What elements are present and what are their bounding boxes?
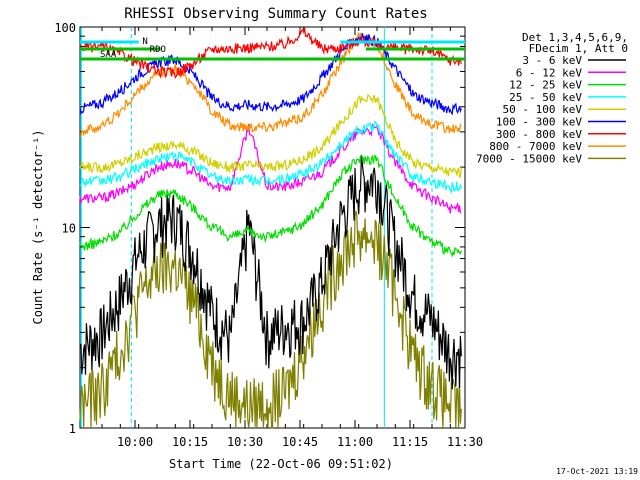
legend-entry-label: 300 - 800 keV [496, 128, 582, 141]
x-tick-label: 10:15 [172, 435, 208, 449]
plot-timestamp: 17-Oct-2021 13:19 [556, 467, 638, 476]
x-tick-label: 11:30 [447, 435, 483, 449]
x-tick-label: 10:00 [117, 435, 153, 449]
series-line [79, 120, 462, 195]
series-line [79, 155, 462, 390]
x-tick-label: 11:15 [392, 435, 428, 449]
legend-entry-label: 50 - 100 keV [503, 103, 583, 116]
legend-entry-label: 6 - 12 keV [516, 66, 583, 79]
series-line [79, 210, 462, 429]
legend-entry-label: 7000 - 15000 keV [476, 152, 582, 165]
legend-entry-label: 25 - 50 keV [509, 91, 582, 104]
series-line [79, 32, 462, 116]
series-line [79, 94, 462, 178]
x-tick-label: 11:00 [337, 435, 373, 449]
legend-header-line: FDecim 1, Att 0 [529, 42, 628, 55]
flag-label-rdo: RDO [150, 45, 166, 55]
flag-label-n: N [142, 37, 147, 47]
y-tick-label: 10 [62, 222, 76, 236]
y-axis-label: Count Rate (s⁻¹ detector⁻¹) [31, 129, 45, 324]
plot-frame [79, 26, 466, 429]
x-tick-label: 10:45 [282, 435, 318, 449]
plot-area: 10:00 10:15 10:30 10:45 11:00 11:15 11:30 1 10 10… [54, 21, 483, 449]
legend-header: Det 1,3,4,5,6,9, FDecim 1, Att 0 [522, 31, 628, 55]
legend-header-line: Det 1,3,4,5,6,9, [522, 31, 628, 44]
legend-entry-label: 800 - 7000 keV [489, 140, 582, 153]
chart-title: RHESSI Observing Summary Count Rates [124, 6, 427, 22]
series-line [79, 32, 462, 138]
series-line [79, 27, 462, 80]
x-axis-label: Start Time (22-Oct-06 09:51:02) [169, 457, 393, 471]
legend-entry-label: 3 - 6 keV [522, 54, 582, 67]
flag-label-saa: SAA [100, 50, 117, 60]
x-tick-label: 10:30 [227, 435, 263, 449]
series-line [79, 122, 462, 214]
y-tick-label: 100 [54, 21, 76, 35]
y-tick-label: 1 [69, 422, 76, 436]
legend-entry-label: 12 - 25 keV [509, 79, 582, 92]
series-line [79, 154, 462, 258]
legend-entry-label: 100 - 300 keV [496, 116, 582, 129]
